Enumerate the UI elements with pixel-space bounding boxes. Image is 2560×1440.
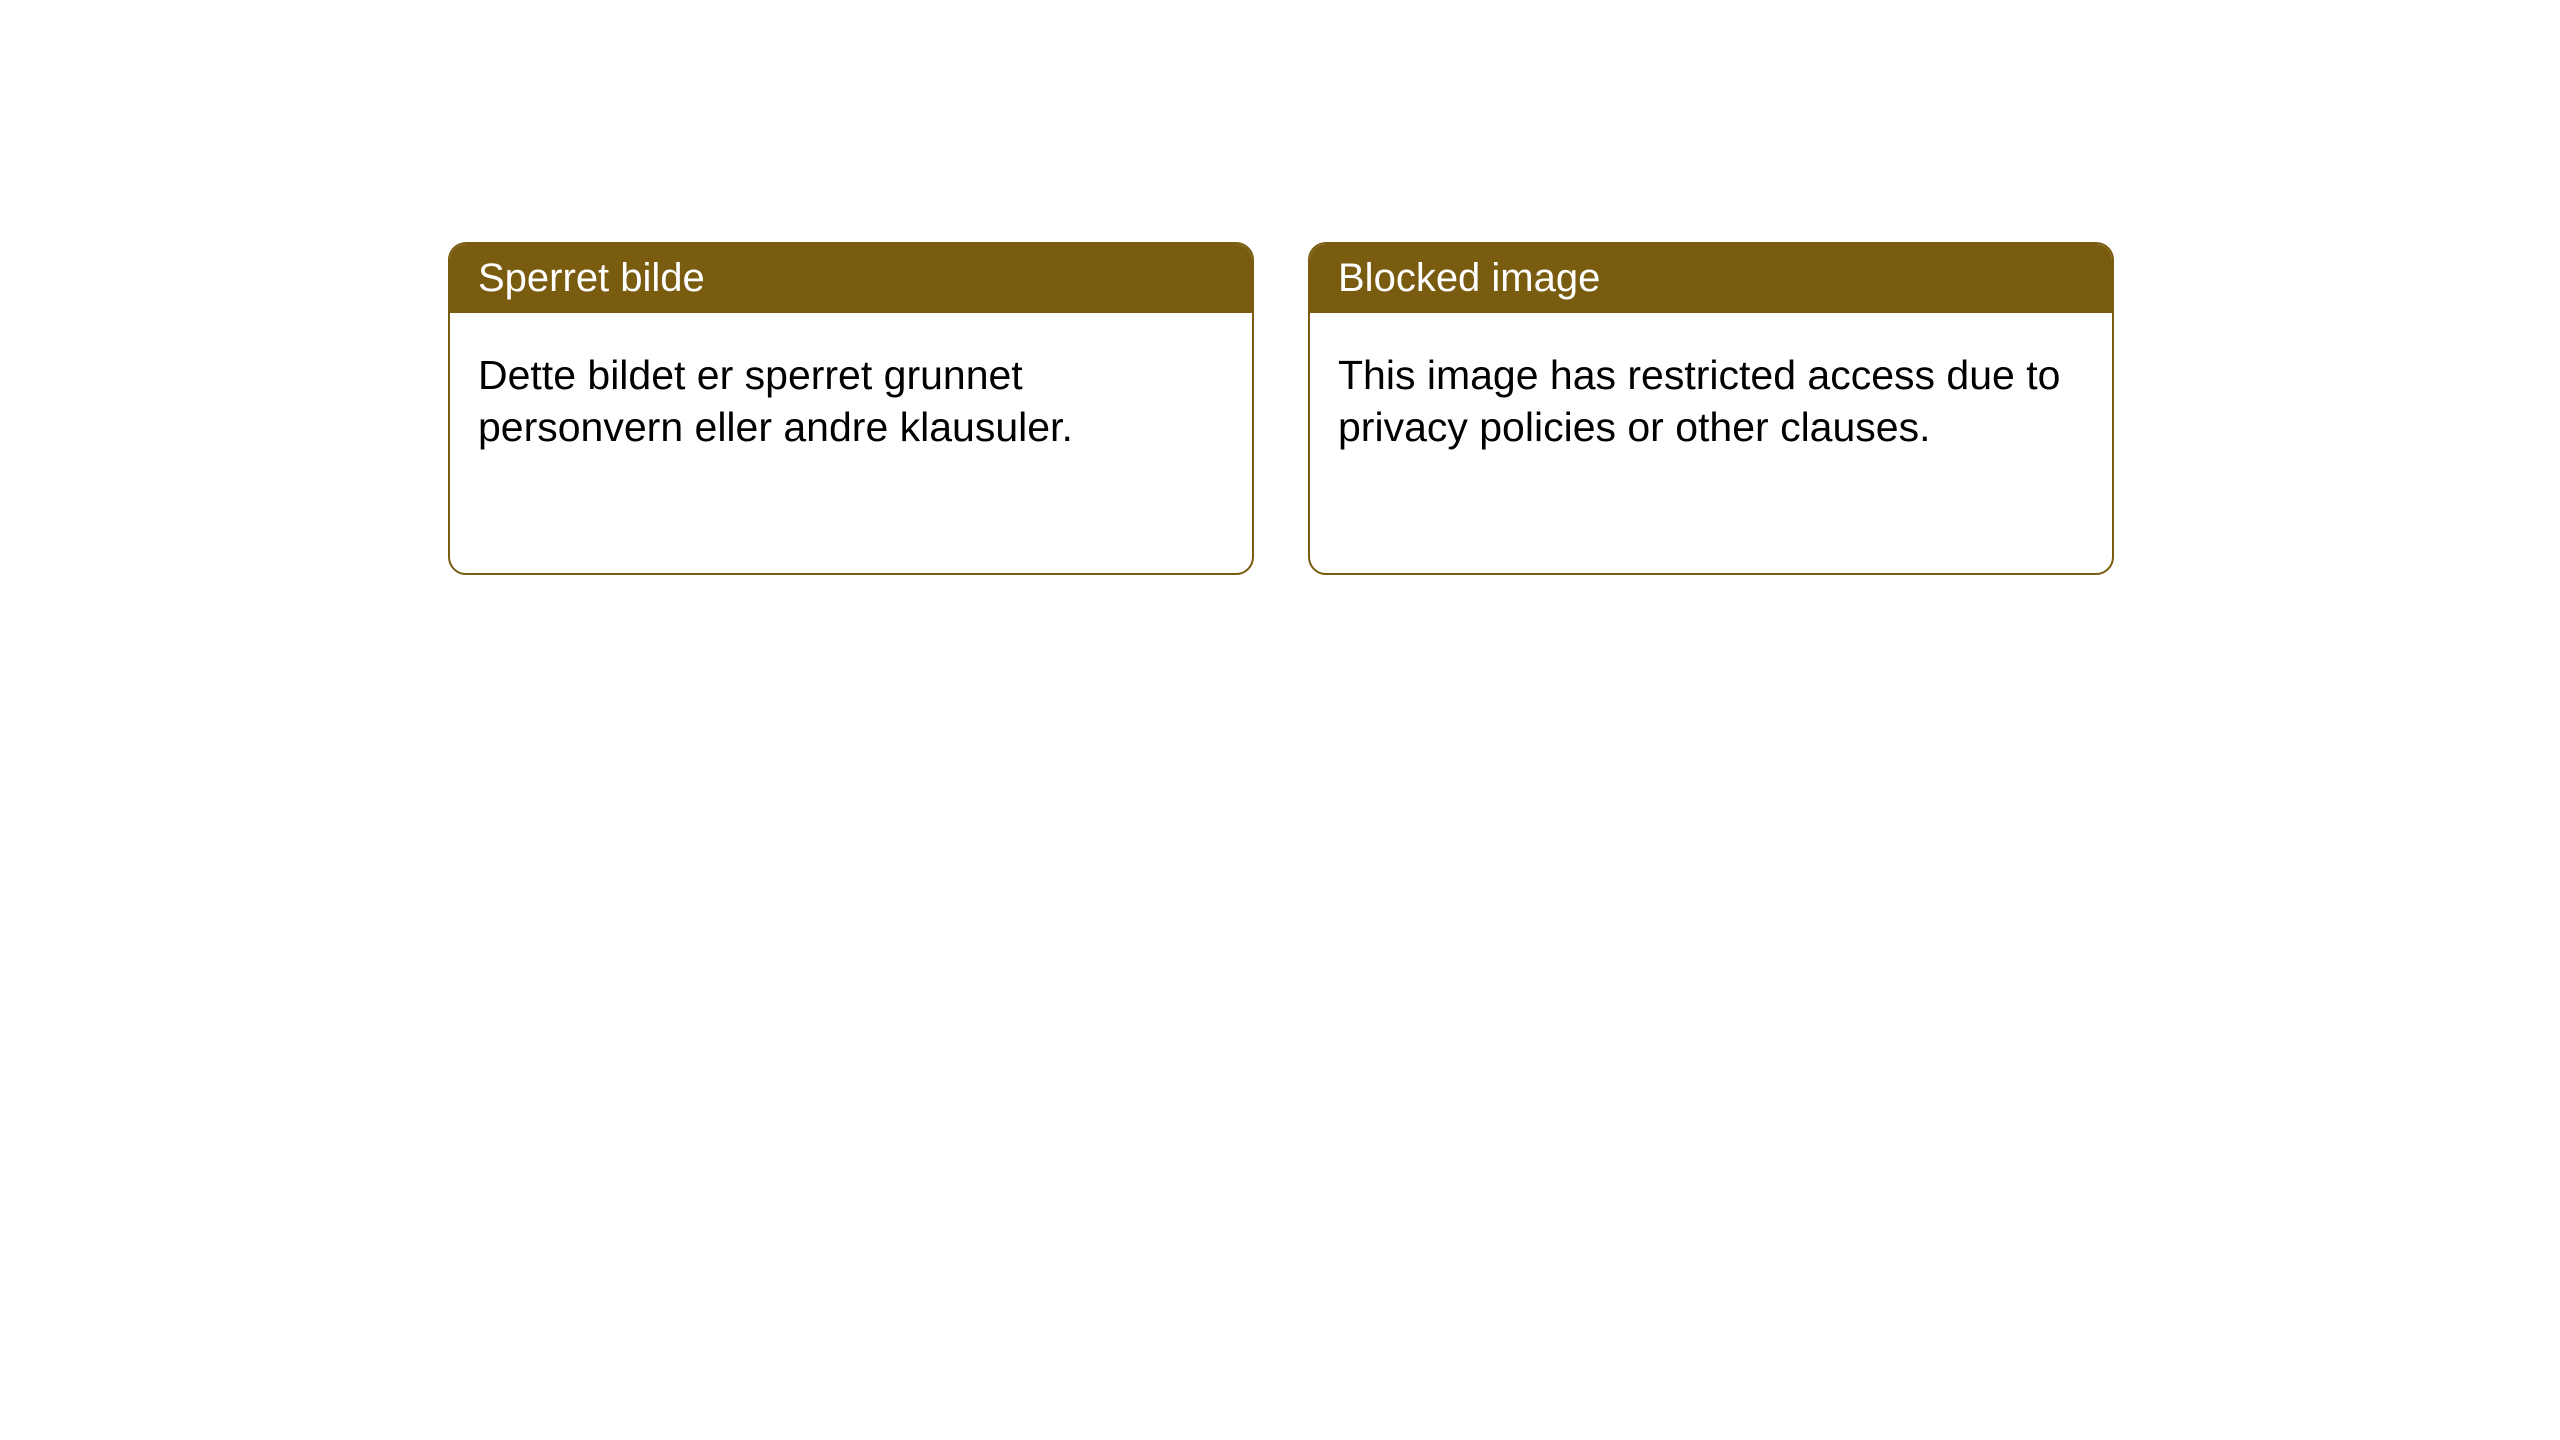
notice-cards-container: Sperret bilde Dette bildet er sperret gr… (448, 242, 2114, 575)
notice-card-header: Sperret bilde (450, 244, 1252, 313)
notice-body-text: Dette bildet er sperret grunnet personve… (478, 352, 1073, 450)
notice-card-body: Dette bildet er sperret grunnet personve… (450, 313, 1252, 490)
notice-card-body: This image has restricted access due to … (1310, 313, 2112, 490)
notice-card-norwegian: Sperret bilde Dette bildet er sperret gr… (448, 242, 1254, 575)
notice-header-text: Blocked image (1338, 256, 1600, 300)
notice-body-text: This image has restricted access due to … (1338, 352, 2060, 450)
notice-header-text: Sperret bilde (478, 256, 705, 300)
notice-card-english: Blocked image This image has restricted … (1308, 242, 2114, 575)
notice-card-header: Blocked image (1310, 244, 2112, 313)
